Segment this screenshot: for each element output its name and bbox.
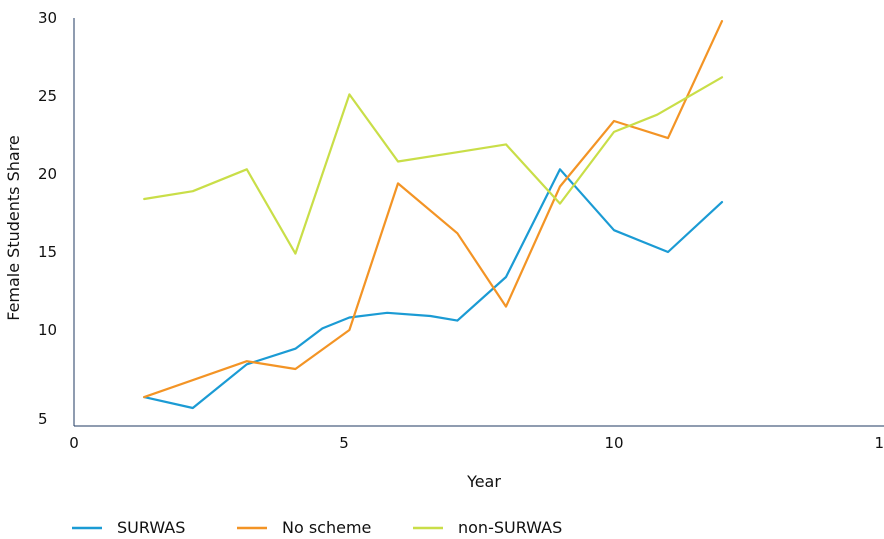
y-tick-label: 30 <box>38 9 57 27</box>
y-tick-labels: 5 10 15 20 25 30 <box>38 9 57 428</box>
legend-label: No scheme <box>282 518 371 537</box>
legend-item: non-SURWAS <box>413 518 562 537</box>
y-tick-label: 10 <box>38 321 57 339</box>
x-axis-title: Year <box>466 472 501 491</box>
y-axis-title: Female Students Share <box>4 135 23 321</box>
y-tick-label: 5 <box>38 410 48 428</box>
x-tick-label: 0 <box>69 434 79 452</box>
series-line-surwas <box>143 168 724 410</box>
legend: SURWAS No scheme non-SURWAS <box>72 518 562 537</box>
series-line-non-surwas <box>143 76 724 255</box>
legend-label: non-SURWAS <box>458 518 562 537</box>
x-tick-label: 15 <box>874 434 884 452</box>
x-tick-label: 10 <box>604 434 623 452</box>
x-tick-labels: 0 5 10 15 <box>69 434 884 452</box>
y-tick-label: 20 <box>38 165 57 183</box>
series-line-no-scheme <box>143 20 724 399</box>
series-lines <box>143 20 724 410</box>
x-tick-label: 5 <box>339 434 349 452</box>
legend-label: SURWAS <box>117 518 185 537</box>
y-tick-label: 15 <box>38 243 57 261</box>
legend-item: SURWAS <box>72 518 185 537</box>
legend-item: No scheme <box>237 518 371 537</box>
y-tick-label: 25 <box>38 87 57 105</box>
